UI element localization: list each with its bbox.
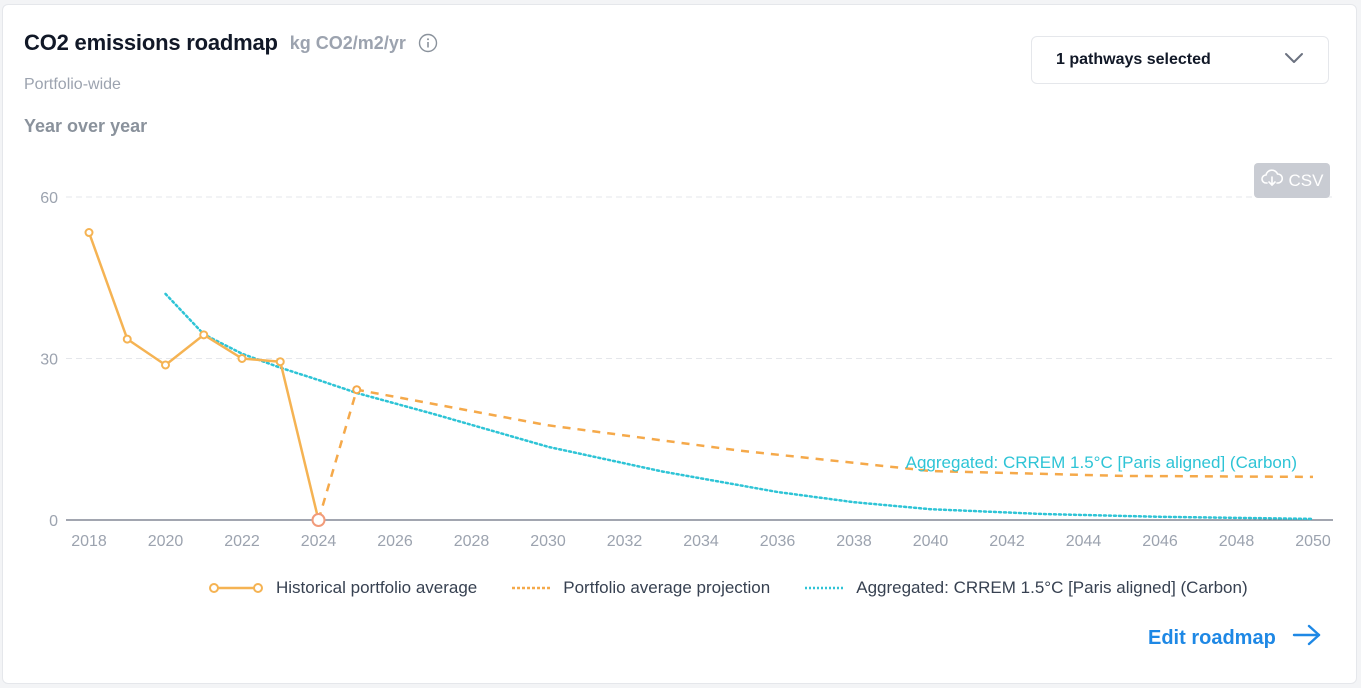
title-row: CO2 emissions roadmap kg CO2/m2/yr [24,30,438,56]
legend-item-historical[interactable]: Historical portfolio average [208,578,477,598]
historical-point [275,357,285,367]
pathway-annotation: Aggregated: CRREM 1.5°C [Paris aligned] … [906,453,1297,472]
x-tick-label: 2022 [224,533,260,550]
legend-label-pathway: Aggregated: CRREM 1.5°C [Paris aligned] … [856,578,1248,597]
x-tick-label: 2018 [71,533,107,550]
x-tick-label: 2040 [913,533,949,550]
historical-point [161,360,170,370]
legend-item-projection[interactable]: Portfolio average projection [511,578,770,598]
historical-point [122,334,132,344]
x-tick-label: 2024 [301,533,337,550]
emissions-roadmap-card [2,4,1357,684]
csv-download-button[interactable]: CSV [1254,163,1330,198]
x-tick-label: 2042 [989,533,1025,550]
series-line-pathway [164,292,1315,521]
x-tick-label: 2046 [1142,533,1178,550]
y-tick-label: 0 [49,513,58,530]
historical-point [199,330,209,340]
historical-point [311,513,326,527]
x-tick-label: 2034 [683,533,719,550]
x-tick-label: 2036 [760,533,796,550]
edit-roadmap-link[interactable]: Edit roadmap [1148,624,1322,652]
subtitle: Portfolio-wide [24,76,121,93]
y-tick-label: 60 [40,190,58,207]
series-line-historical [87,232,320,521]
legend-swatch-pathway [805,586,844,590]
unit-label: kg CO2/m2/yr [289,32,406,53]
legend-item-pathway[interactable]: Aggregated: CRREM 1.5°C [Paris aligned] … [804,578,1248,598]
pathways-dropdown[interactable]: 1 pathways selected [1031,36,1329,84]
page-title: CO2 emissions roadmap [24,30,278,55]
legend-swatch-historical [209,583,263,593]
info-icon[interactable] [418,33,438,53]
edit-roadmap-label: Edit roadmap [1148,626,1276,649]
legend-label-historical: Historical portfolio average [276,578,478,597]
y-tick-label: 30 [40,352,58,369]
x-tick-label: 2030 [530,533,566,550]
x-tick-label: 2048 [1219,533,1255,550]
x-tick-label: 2020 [148,533,184,550]
csv-button-label: CSV [1288,170,1324,190]
arrow-right-icon [1292,624,1322,652]
historical-point [84,228,94,238]
legend-label-projection: Portfolio average projection [563,578,771,597]
x-tick-label: 2038 [836,533,872,550]
x-tick-label: 2026 [377,533,413,550]
emissions-chart: 0 30 60 2018 2020 2022 2024 2026 2028 2030 2032 203… [40,190,1333,550]
pathways-dropdown-label: 1 pathways selected [1056,51,1211,68]
chevron-down-icon [1284,51,1304,69]
x-tick-label: 2028 [454,533,490,550]
projection-point [352,385,362,395]
legend-swatch-projection [512,586,551,590]
chart-legend: Historical portfolio average Portfolio a… [208,578,1248,598]
historical-point [237,354,247,363]
section-title: Year over year [24,116,148,136]
x-tick-label: 2050 [1295,533,1331,550]
x-tick-label: 2032 [607,533,643,550]
cloud-download-icon [1260,169,1283,192]
x-tick-label: 2044 [1066,533,1102,550]
